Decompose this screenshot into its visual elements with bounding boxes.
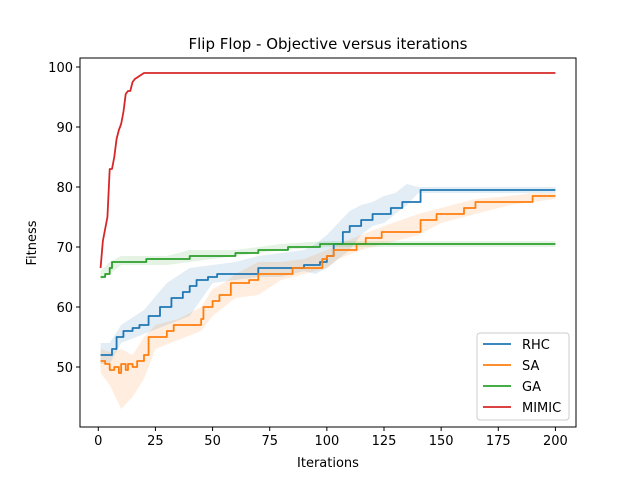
series-line-rhc	[100, 189, 556, 356]
y-tick-label: 90	[56, 121, 73, 136]
x-tick-label: 50	[204, 434, 221, 449]
legend-label-sa: SA	[522, 359, 539, 374]
y-tick-label: 50	[56, 361, 73, 376]
x-axis-ticks: 0 25 50 75 100 125 150 175 200	[94, 427, 568, 449]
x-tick-label: 200	[543, 434, 568, 449]
x-tick-label: 100	[314, 434, 339, 449]
x-tick-label: 175	[486, 434, 511, 449]
band-ga	[100, 241, 556, 280]
x-tick-label: 25	[147, 434, 164, 449]
x-tick-label: 150	[429, 434, 454, 449]
legend-box	[476, 332, 570, 421]
series-line-sa	[100, 195, 556, 374]
legend-label-mimic: MIMIC	[522, 401, 561, 416]
series-line-mimic	[99, 72, 556, 269]
series-line-ga	[100, 243, 556, 278]
x-axis-title: Iterations	[297, 456, 359, 471]
legend-label-ga: GA	[522, 380, 541, 395]
x-tick-label: 125	[372, 434, 397, 449]
legend: RHC SA GA MIMIC	[476, 332, 570, 421]
legend-label-rhc: RHC	[522, 338, 550, 353]
x-tick-label: 75	[261, 434, 278, 449]
x-tick-label: 0	[94, 434, 102, 449]
chart-title: Flip Flop - Objective versus iterations	[189, 35, 468, 53]
y-tick-label: 80	[56, 181, 73, 196]
y-tick-label: 100	[48, 61, 73, 76]
confidence-bands	[100, 184, 556, 409]
y-tick-label: 70	[56, 241, 73, 256]
series-lines	[99, 72, 556, 374]
y-tick-label: 60	[56, 301, 73, 316]
y-axis-ticks: 50 60 70 80 90 100	[48, 61, 80, 376]
y-axis-title: Fitness	[25, 220, 40, 265]
band-rhc	[100, 184, 556, 364]
plot-frame	[79, 57, 577, 428]
